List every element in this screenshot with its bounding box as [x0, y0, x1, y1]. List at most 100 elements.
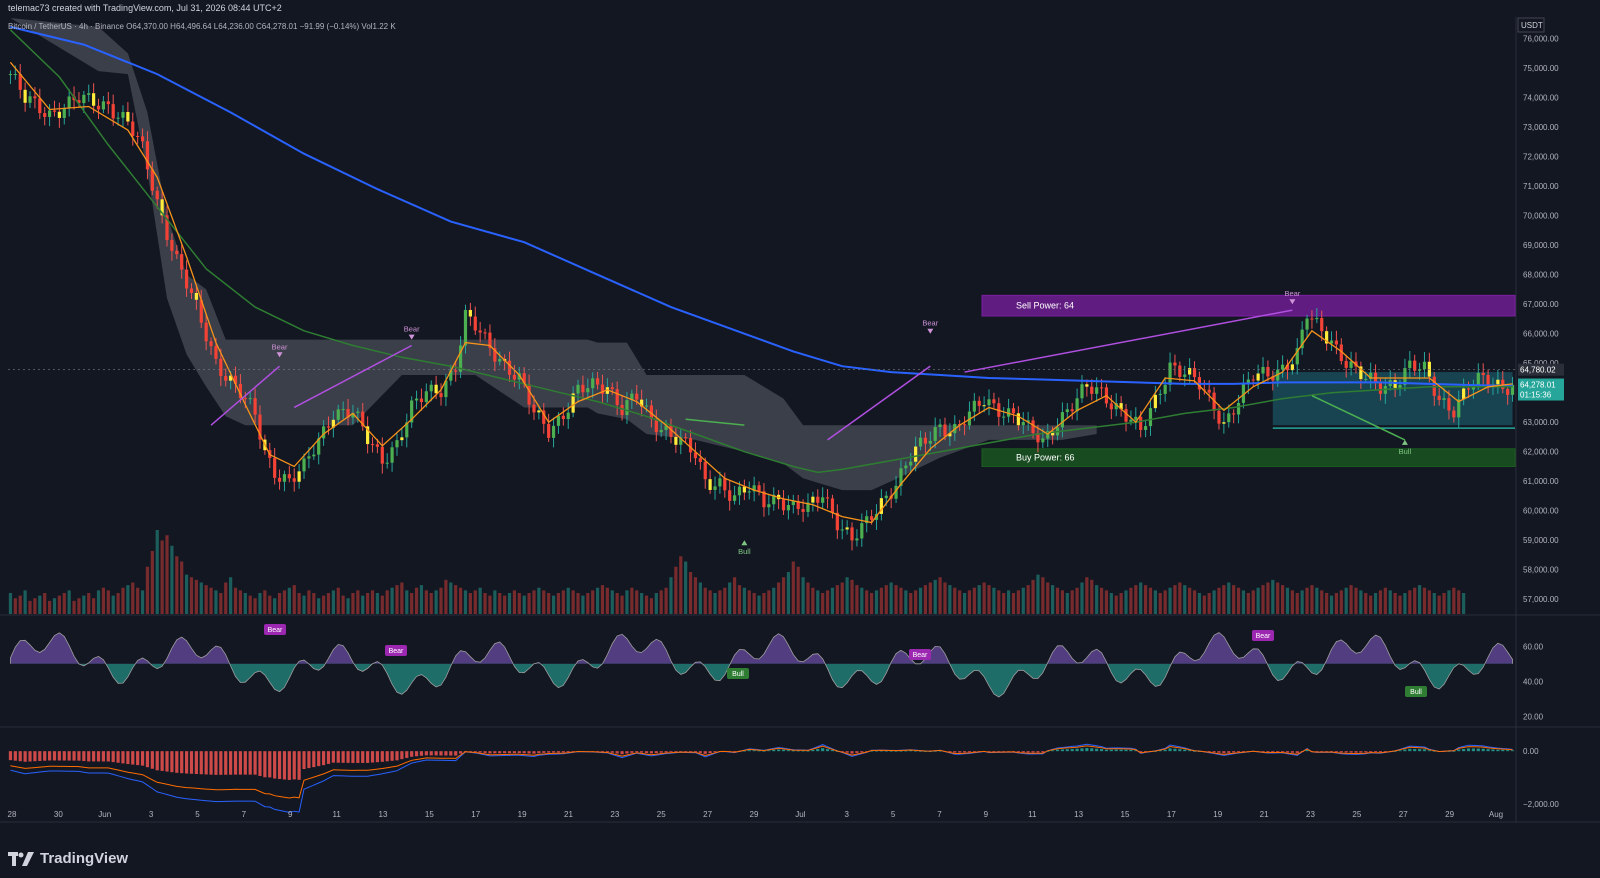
candle-body [625, 400, 629, 416]
volume-bar [684, 561, 688, 614]
candle-body [180, 254, 184, 270]
trend-cloud-band [10, 18, 1097, 491]
volume-bar [57, 595, 61, 614]
volume-bar [1021, 587, 1025, 614]
macd-histogram-bar [385, 751, 389, 762]
macd-histogram-bar [703, 751, 707, 754]
candle-body [737, 486, 742, 496]
candle-body [1476, 372, 1480, 386]
divergence-line [964, 309, 1293, 373]
volume-bar [1359, 590, 1363, 614]
candle-body [796, 501, 800, 510]
macd-histogram-bar [1354, 751, 1358, 753]
volume-bar [649, 598, 654, 614]
candle-body [478, 330, 482, 333]
macd-histogram-bar [635, 751, 639, 753]
macd-histogram-bar [454, 751, 458, 756]
volume-bar [869, 593, 874, 614]
volume-bar [126, 585, 130, 614]
macd-histogram-bar [1276, 751, 1280, 752]
volume-bar [987, 585, 991, 614]
macd-histogram-bar [517, 751, 521, 754]
volume-bar [1026, 585, 1030, 614]
candle-body [600, 384, 605, 394]
divergence-line [827, 365, 931, 441]
candle-body [806, 502, 810, 512]
volume-bar [997, 590, 1001, 614]
macd-histogram-bar [1266, 751, 1270, 753]
volume-bar [762, 593, 766, 614]
tradingview-logo[interactable]: TradingView [8, 850, 128, 867]
candle-body [8, 74, 13, 76]
volume-bar [366, 593, 370, 614]
candle-body [644, 405, 649, 407]
volume-bar [615, 593, 619, 614]
volume-bar [96, 590, 101, 614]
price-chart[interactable]: Sell Power: 64 Buy Power: 66 Bear Bear Bear B… [0, 0, 1600, 840]
macd-histogram-bar [684, 751, 688, 752]
candle-body [605, 387, 609, 394]
price-tick-label: 63,000.00 [1523, 418, 1559, 427]
volume-bar [136, 587, 140, 614]
macd-histogram-bar [92, 751, 96, 762]
volume-bar [1276, 582, 1280, 614]
macd-histogram-bar [268, 751, 272, 778]
volume-bar [879, 587, 883, 614]
currency-label: USDT [1521, 21, 1543, 30]
volume-bar [258, 593, 262, 614]
candle-body [591, 378, 595, 389]
macd-histogram-bar [659, 751, 663, 753]
candle-body [1099, 387, 1104, 389]
candle-body [586, 388, 590, 393]
macd-histogram-bar [331, 751, 335, 763]
volume-bar [326, 593, 331, 614]
rsi-signal-label: Bear [1256, 633, 1271, 640]
candle-body [1378, 382, 1383, 394]
macd-histogram-bar [1427, 750, 1431, 752]
volume-bar [1442, 593, 1446, 614]
signal-label-bear: Bear [272, 342, 288, 351]
candle-body [1168, 362, 1172, 385]
macd-histogram-bar [180, 751, 184, 774]
volume-bar [884, 585, 888, 614]
candle-body [273, 458, 277, 478]
candle-body [1207, 389, 1211, 393]
macd-histogram-bar [346, 751, 350, 763]
volume-bar [640, 593, 644, 614]
macd-histogram-bar [752, 750, 756, 752]
volume-bar [1222, 585, 1226, 614]
volume-bar [816, 590, 820, 614]
candle-body [336, 409, 340, 420]
time-tick-label: 13 [1074, 810, 1083, 819]
volume-bar [1344, 587, 1348, 614]
macd-histogram-bar [1422, 749, 1427, 752]
candle-body [1437, 395, 1441, 400]
volume-bar [1432, 593, 1436, 614]
candle-body [522, 373, 526, 385]
volume-bar [591, 590, 595, 614]
candle-body [1173, 362, 1177, 366]
candle-body [429, 384, 433, 392]
candle-body [341, 409, 345, 411]
volume-bar [635, 590, 639, 614]
volume-bar [610, 590, 614, 614]
volume-bar [439, 587, 443, 614]
macd-histogram-bar [845, 751, 849, 753]
signal-label-bear: Bear [1284, 289, 1300, 298]
volume-bar [92, 598, 96, 614]
candle-body [1232, 413, 1236, 415]
candle-body [292, 478, 296, 482]
volume-bar [1227, 582, 1231, 614]
candle-body [718, 478, 722, 487]
candle-body [1359, 366, 1363, 380]
time-tick-label: 11 [332, 810, 341, 819]
candle-body [473, 316, 477, 331]
volume-bar [1447, 590, 1451, 614]
volume-bar [1290, 590, 1294, 614]
volume-bar [889, 582, 893, 614]
candle-body [18, 74, 22, 90]
volume-bar [806, 582, 810, 614]
candle-body [1183, 374, 1187, 377]
volume-bar [13, 598, 17, 614]
volume-bar [923, 585, 928, 614]
